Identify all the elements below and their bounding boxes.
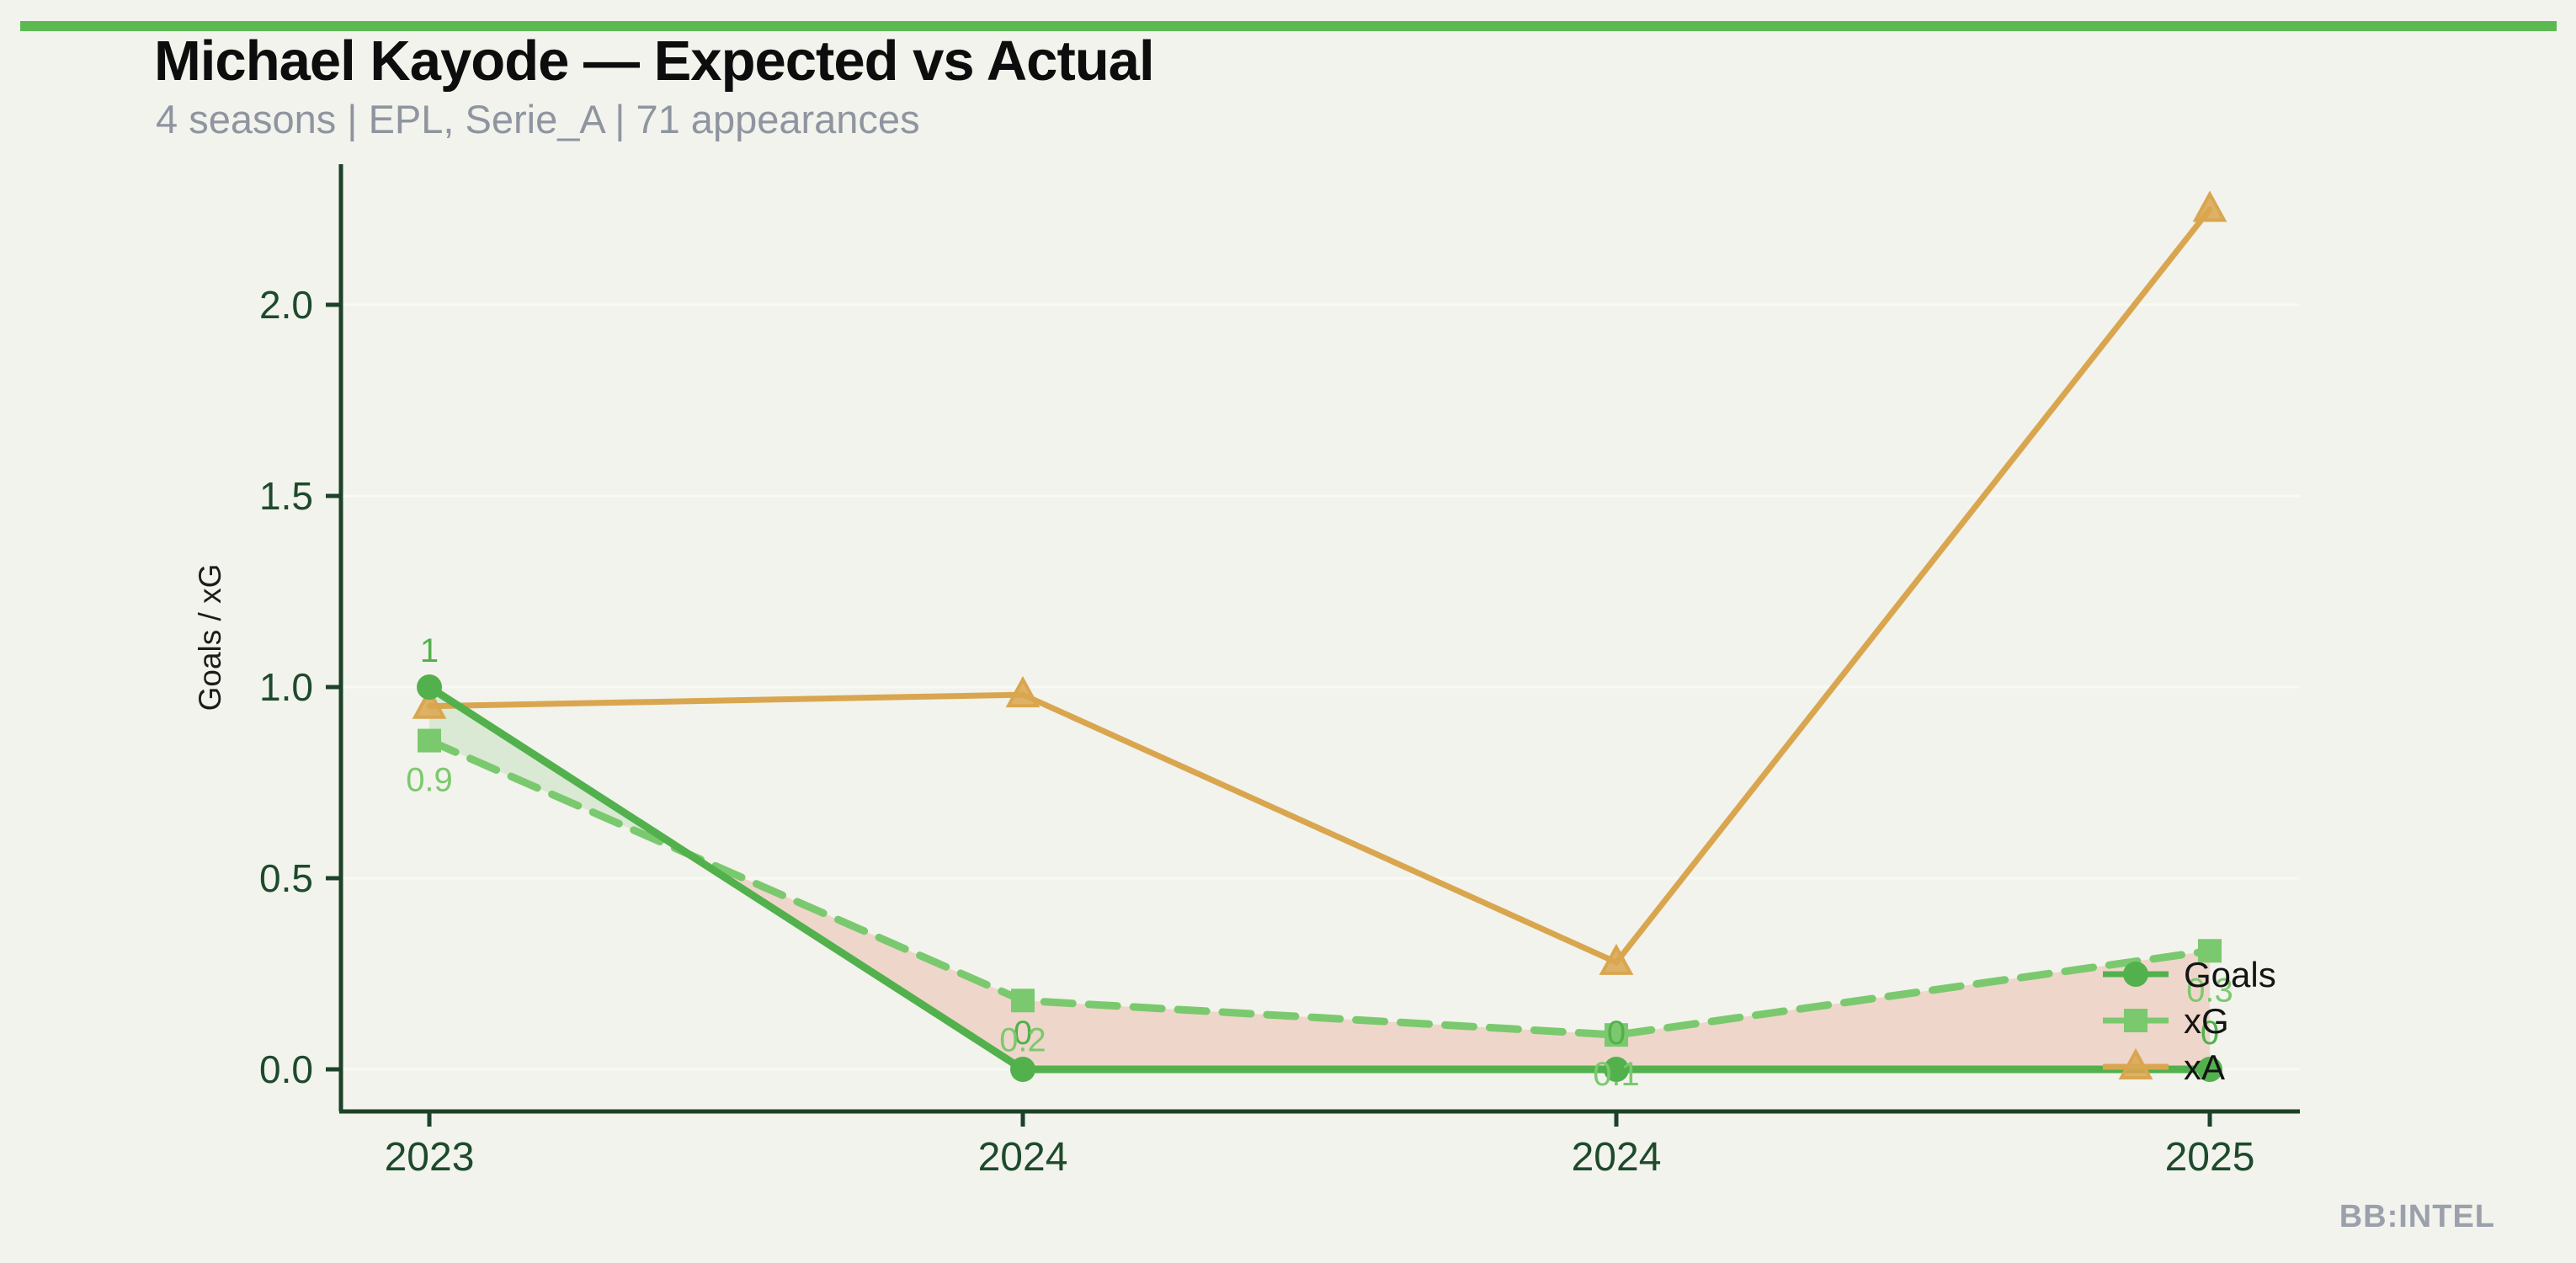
x-tick-label: 2023 xyxy=(385,1135,475,1180)
legend-label: Goals xyxy=(2184,955,2276,994)
axes: 0.0 0.5 1.0 1.5 2.0 2023 2024 2024 2025 xyxy=(259,164,2300,1180)
y-tick-label: 2.0 xyxy=(259,283,313,327)
legend-item-goals: Goals xyxy=(2103,955,2276,994)
watermark-logo: BB:INTEL xyxy=(2339,1199,2495,1234)
xg-point-label: 0.3 xyxy=(2186,972,2233,1009)
xg-marker xyxy=(1605,1023,1628,1047)
xa-marker xyxy=(1005,675,1041,708)
legend-label: xG xyxy=(2184,1001,2229,1041)
legend-square-marker xyxy=(2124,1009,2148,1032)
goals-line xyxy=(425,683,2214,1074)
xg-point-label: 0.9 xyxy=(406,762,453,799)
xa-marker xyxy=(1599,943,1634,975)
underperformance-area xyxy=(1023,1000,1616,1069)
xg-point-label: 0.1 xyxy=(1593,1056,1640,1093)
xg-series xyxy=(418,728,2222,1047)
xg-marker xyxy=(2198,939,2222,963)
xa-marker xyxy=(412,687,447,719)
point-labels: 1 0 0 0 0.9 0.2 0.1 0.3 xyxy=(406,632,2233,1093)
xa-marker xyxy=(2192,190,2227,222)
xa-series xyxy=(412,190,2227,975)
underperformance-area xyxy=(1616,951,2210,1069)
page-subtitle: 4 seasons | EPL, Serie_A | 71 appearance… xyxy=(156,96,920,141)
goals-point-label: 0 xyxy=(1607,1015,1626,1052)
legend-label: xA xyxy=(2184,1047,2225,1087)
xg-line xyxy=(425,737,2214,1039)
legend: Goals xG xA xyxy=(2103,955,2276,1087)
y-tick-label: 0.0 xyxy=(259,1047,313,1091)
goals-marker xyxy=(1604,1057,1629,1082)
x-tick-label: 2025 xyxy=(2165,1135,2255,1180)
legend-item-xa: xA xyxy=(2103,1047,2225,1087)
xg-marker xyxy=(1011,989,1035,1013)
gridlines xyxy=(341,303,2300,1071)
goals-point-label: 0 xyxy=(1014,1015,1032,1052)
goals-series xyxy=(417,674,2222,1082)
chart-header: Michael Kayode — Expected vs Actual 4 se… xyxy=(154,29,1155,142)
goals-marker xyxy=(417,674,442,700)
page-title: Michael Kayode — Expected vs Actual xyxy=(154,29,1155,93)
top-accent-bar xyxy=(20,21,2557,31)
goals-point-label: 1 xyxy=(420,632,439,669)
goals-point-label: 0 xyxy=(2201,1015,2219,1052)
legend-triangle-marker xyxy=(2118,1047,2153,1079)
goals-marker xyxy=(2197,1057,2222,1082)
y-tick-label: 0.5 xyxy=(259,856,313,900)
xg-point-label: 0.2 xyxy=(999,1021,1046,1058)
goals-marker xyxy=(1010,1057,1035,1082)
legend-item-xg: xG xyxy=(2103,1001,2229,1041)
y-axis-title: Goals / xG xyxy=(193,564,227,711)
xa-line xyxy=(426,206,2213,967)
x-tick-label: 2024 xyxy=(978,1135,1068,1180)
y-tick-label: 1.0 xyxy=(259,665,313,709)
x-tick-label: 2024 xyxy=(1572,1135,1662,1180)
y-tick-label: 1.5 xyxy=(259,474,313,518)
legend-circle-marker xyxy=(2123,962,2148,987)
xg-marker xyxy=(418,728,441,753)
